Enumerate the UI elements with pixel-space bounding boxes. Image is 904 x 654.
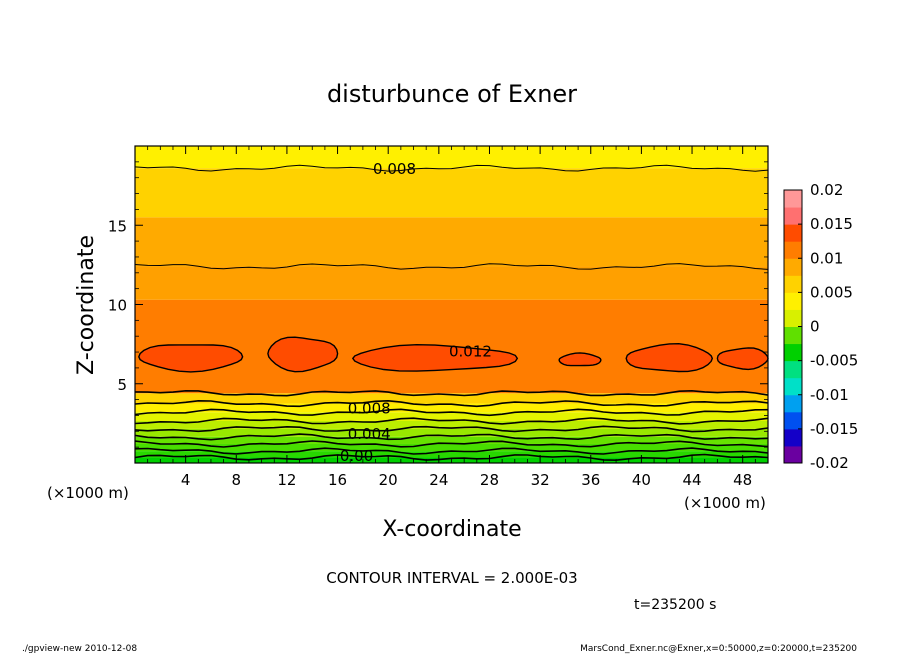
color-bar-label: 0.02 [810, 181, 843, 199]
color-bar-segment [784, 428, 802, 447]
contour-line [134, 447, 769, 455]
contour-label: 0.008 [373, 160, 416, 178]
x-axis-label: X-coordinate [382, 517, 521, 542]
x-tick-label: 20 [379, 471, 398, 489]
contour-blob-0012 [625, 342, 714, 373]
y-axis-label: Z-coordinate [74, 235, 99, 375]
contour-blob-0012 [558, 352, 602, 367]
x-tick-label: 32 [531, 471, 550, 489]
contour-band [135, 451, 768, 458]
contour-label: 0.012 [449, 342, 492, 360]
x-tick-label: 12 [277, 471, 296, 489]
contour-band [135, 420, 768, 429]
contour-blob-0012 [351, 343, 519, 372]
color-bar-segment [784, 275, 802, 293]
color-bar-segment [784, 360, 802, 379]
contour-band [135, 412, 768, 421]
color-bar-segment [784, 343, 802, 362]
contour-line [134, 164, 769, 172]
color-bar-segment [784, 309, 802, 327]
color-bar-segment [784, 394, 802, 413]
contour-interval-text: CONTOUR INTERVAL = 2.000E-03 [326, 569, 577, 587]
contour-label: 0.008 [348, 400, 391, 418]
color-bar-segment [784, 258, 802, 276]
contour-band [135, 168, 768, 218]
contour-line [134, 389, 769, 397]
chart-title: disturbunce of Exner [327, 80, 577, 108]
contour-line [134, 440, 769, 448]
contour-lines [134, 164, 769, 462]
x-tick-label: 16 [328, 471, 347, 489]
x-tick-label: 4 [181, 471, 191, 489]
contour-blob-0012 [716, 347, 769, 371]
color-bar-segment [784, 207, 802, 225]
y-tick-label: 15 [108, 217, 127, 235]
color-bar-segment [784, 292, 802, 310]
x-tick-label: 24 [429, 471, 448, 489]
color-bar-label: 0 [810, 318, 820, 336]
contour-blob-0012 [138, 344, 244, 373]
x-tick-label: 36 [581, 471, 600, 489]
color-bar-segment [784, 224, 802, 242]
contour-line [134, 453, 769, 462]
color-bar-label: -0.02 [810, 454, 849, 472]
color-bar-segment [784, 377, 802, 396]
x-tick-label: 28 [480, 471, 499, 489]
color-bar-segment [784, 241, 802, 259]
x-unit-right: (×1000 m) [684, 494, 766, 512]
footer-right: MarsCond_Exner.nc@Exner,x=0:50000,z=0:20… [580, 644, 857, 654]
time-text: t=235200 s [634, 597, 716, 613]
x-tick-label: 8 [232, 471, 242, 489]
contour-band [135, 393, 768, 404]
color-bar-segment [784, 190, 802, 208]
y-tick-label: 10 [108, 297, 127, 315]
contour-band [135, 146, 768, 169]
contour-line [134, 433, 769, 441]
color-bar-label: -0.005 [810, 352, 858, 370]
x-tick-label: 44 [682, 471, 701, 489]
contour-band [135, 428, 768, 437]
contour-blob-0012 [267, 336, 339, 373]
color-bar-label: 0.015 [810, 215, 853, 233]
color-bar-label: 0.005 [810, 283, 853, 301]
color-bar-label: -0.01 [810, 386, 849, 404]
contour-band [135, 403, 768, 413]
color-bar-segment [784, 445, 802, 464]
color-bar-label: 0.01 [810, 249, 843, 267]
contour-band [135, 443, 768, 452]
contour-line [134, 417, 769, 425]
contour-labels: 0.008 0.012 0.008 0.004 0.00 [340, 160, 492, 465]
y-tick-label: 5 [117, 376, 127, 394]
color-bar: 0.02 0.015 0.01 0.005 0 -0.005 -0.01 -0.015 -0.0… [783, 181, 858, 472]
color-bar-label: -0.015 [810, 420, 858, 438]
contour-line [134, 263, 769, 270]
color-bar-segment [784, 326, 802, 345]
x-tick-label: 40 [632, 471, 651, 489]
color-bar-segment [784, 411, 802, 430]
x-tick-label: 48 [733, 471, 752, 489]
contour-band [135, 266, 768, 300]
contour-label: 0.00 [340, 447, 373, 465]
contour-label: 0.004 [348, 425, 391, 443]
contour-line [134, 399, 769, 408]
contour-line [134, 408, 769, 417]
contour-band [135, 217, 768, 267]
x-unit-left: (×1000 m) [47, 484, 129, 502]
contour-band [135, 436, 768, 444]
footer-left: ./gpview-new 2010-12-08 [22, 644, 137, 654]
contour-line [134, 425, 769, 433]
